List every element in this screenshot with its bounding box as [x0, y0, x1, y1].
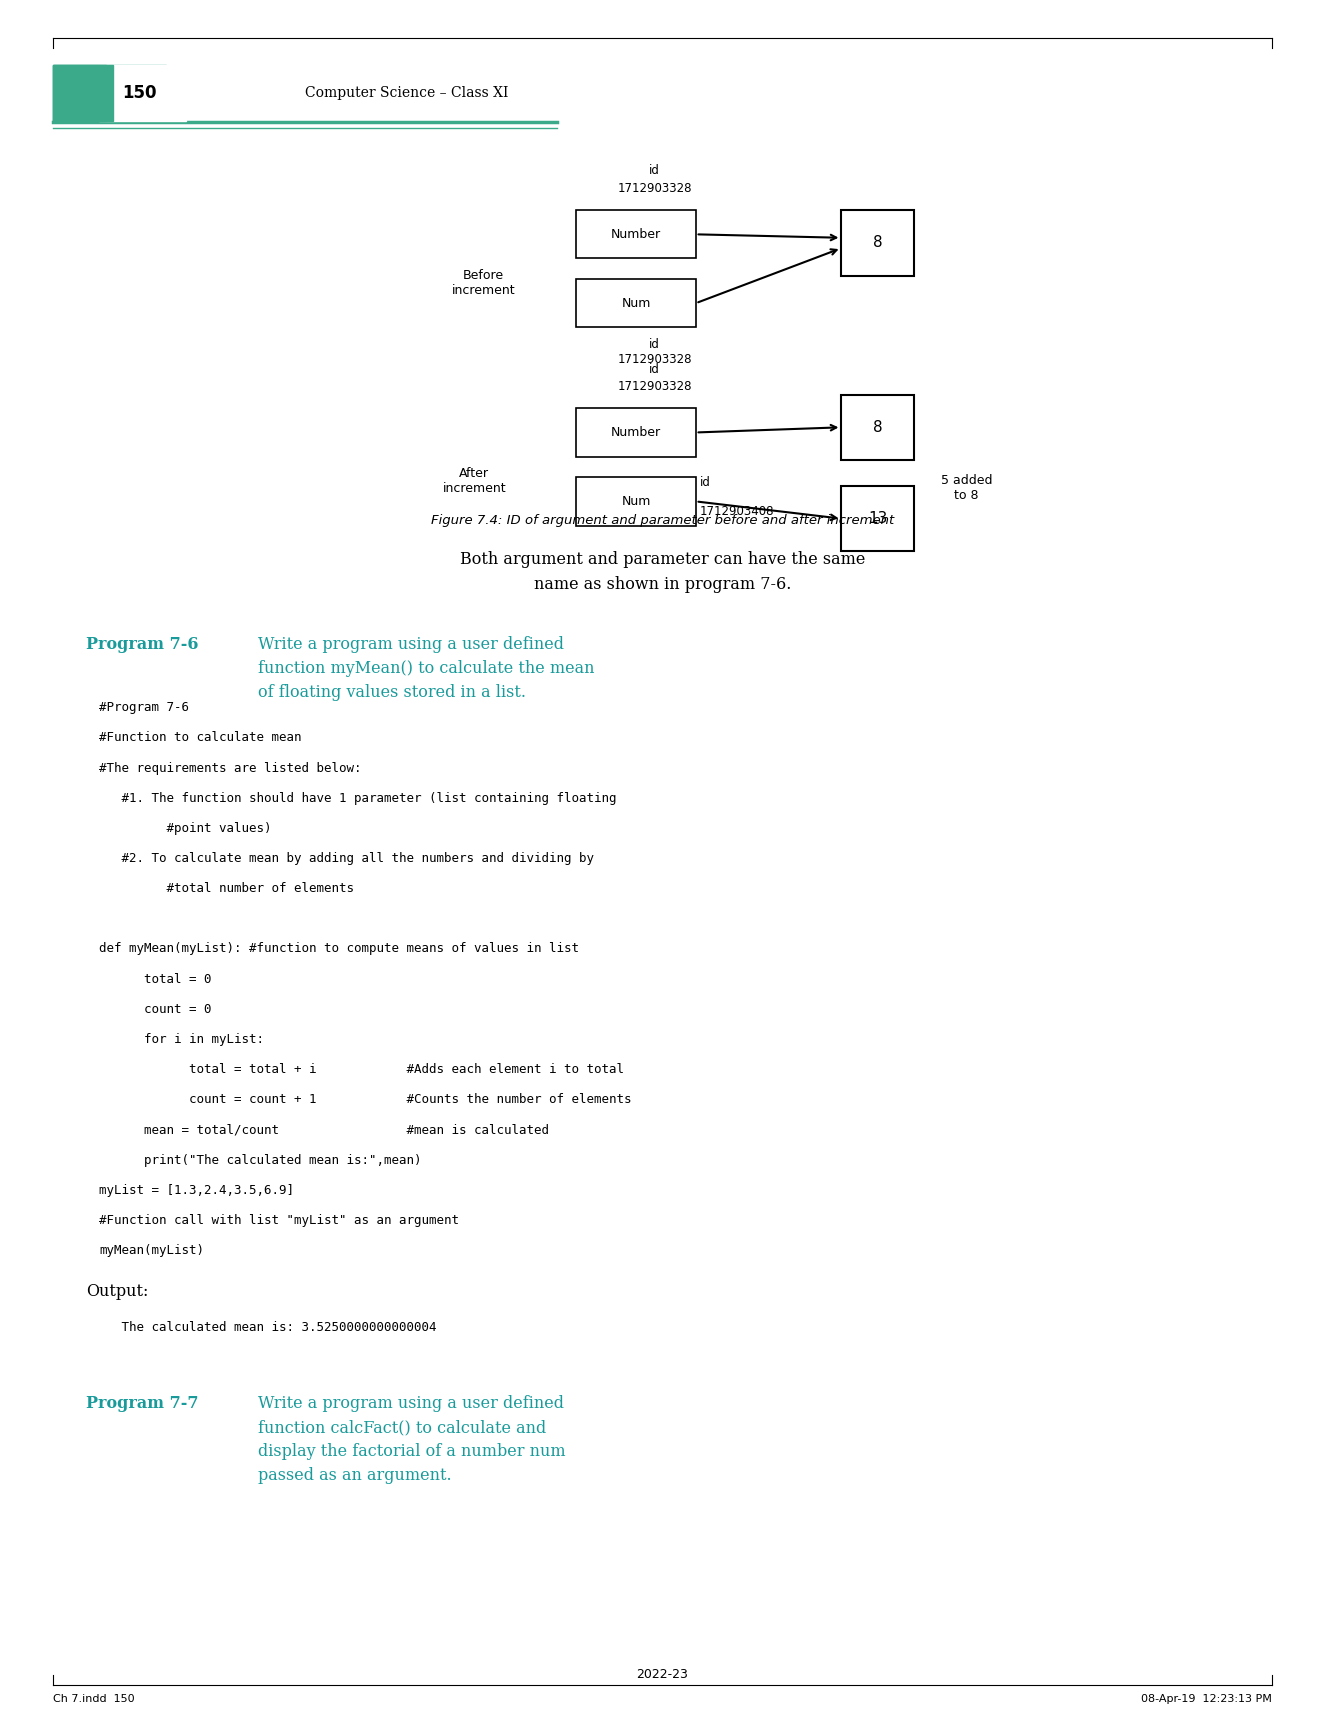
Bar	[53, 65, 113, 121]
Text: #Function call with list "myList" as an argument: #Function call with list "myList" as an …	[99, 1215, 460, 1227]
Text: 150: 150	[122, 84, 156, 102]
Bar	[576, 279, 696, 327]
Text: 8: 8	[873, 236, 882, 250]
Text: total = total + i            #Adds each element i to total: total = total + i #Adds each element i t…	[99, 1063, 624, 1077]
Text: #The requirements are listed below:: #The requirements are listed below:	[99, 762, 362, 775]
Text: Output:: Output:	[86, 1282, 148, 1299]
Text: 1712903328: 1712903328	[617, 181, 692, 195]
Text: myMean(myList): myMean(myList)	[99, 1244, 204, 1258]
Text: Ch 7.indd  150: Ch 7.indd 150	[53, 1694, 135, 1704]
Text: #1. The function should have 1 parameter (list containing floating: #1. The function should have 1 parameter…	[99, 793, 617, 805]
Text: #point values): #point values)	[99, 822, 272, 836]
Bar	[841, 486, 914, 551]
Text: #2. To calculate mean by adding all the numbers and dividing by: #2. To calculate mean by adding all the …	[99, 853, 595, 865]
Text: 08-Apr-19  12:23:13 PM: 08-Apr-19 12:23:13 PM	[1141, 1694, 1272, 1704]
Text: Figure 7.4: ID of argument and parameter before and after increment: Figure 7.4: ID of argument and parameter…	[431, 513, 894, 527]
Text: id: id	[649, 338, 660, 351]
Text: Write a program using a user defined
function calcFact() to calculate and
displa: Write a program using a user defined fun…	[258, 1396, 566, 1484]
Text: 2022-23: 2022-23	[636, 1668, 689, 1682]
Text: 8: 8	[873, 420, 882, 434]
Bar	[576, 210, 696, 258]
Text: id: id	[649, 164, 660, 177]
Text: Program 7-7: Program 7-7	[86, 1396, 199, 1411]
Text: The calculated mean is: 3.5250000000000004: The calculated mean is: 3.52500000000000…	[99, 1322, 437, 1334]
Text: 1712903408: 1712903408	[700, 505, 774, 519]
Text: Num: Num	[621, 495, 651, 508]
Bar	[576, 408, 696, 457]
Text: 1712903328: 1712903328	[617, 379, 692, 393]
Text: def myMean(myList): #function to compute means of values in list: def myMean(myList): #function to compute…	[99, 942, 579, 956]
Text: Both argument and parameter can have the same
name as shown in program 7-6.: Both argument and parameter can have the…	[460, 551, 865, 593]
Text: total = 0: total = 0	[99, 972, 212, 986]
Text: Number: Number	[611, 227, 661, 241]
Text: myList = [1.3,2.4,3.5,6.9]: myList = [1.3,2.4,3.5,6.9]	[99, 1184, 294, 1197]
Text: print("The calculated mean is:",mean): print("The calculated mean is:",mean)	[99, 1154, 421, 1166]
Text: count = count + 1            #Counts the number of elements: count = count + 1 #Counts the number of …	[99, 1094, 632, 1106]
Text: Before
increment: Before increment	[452, 269, 515, 296]
Bar	[99, 65, 186, 121]
Bar	[53, 65, 166, 121]
Text: #Program 7-6: #Program 7-6	[99, 701, 189, 715]
Bar	[53, 65, 106, 121]
Text: count = 0: count = 0	[99, 1003, 212, 1017]
Text: After
increment: After increment	[443, 467, 506, 495]
Bar	[576, 477, 696, 526]
Text: mean = total/count                 #mean is calculated: mean = total/count #mean is calculated	[99, 1123, 550, 1137]
Text: 13: 13	[868, 512, 888, 526]
Text: #total number of elements: #total number of elements	[99, 882, 354, 896]
Text: Write a program using a user defined
function myMean() to calculate the mean
of : Write a program using a user defined fun…	[258, 636, 595, 701]
Text: Program 7-6: Program 7-6	[86, 636, 199, 653]
Bar	[841, 210, 914, 276]
Text: Num: Num	[621, 296, 651, 310]
Text: for i in myList:: for i in myList:	[99, 1034, 265, 1046]
Bar	[841, 395, 914, 460]
Text: 5 added
to 8: 5 added to 8	[941, 474, 992, 501]
Text: 1712903328: 1712903328	[617, 353, 692, 367]
Text: id: id	[700, 476, 710, 489]
Text: #Function to calculate mean: #Function to calculate mean	[99, 731, 302, 744]
Text: id: id	[649, 362, 660, 376]
Text: Computer Science – Class XI: Computer Science – Class XI	[305, 86, 507, 100]
Text: Number: Number	[611, 426, 661, 439]
